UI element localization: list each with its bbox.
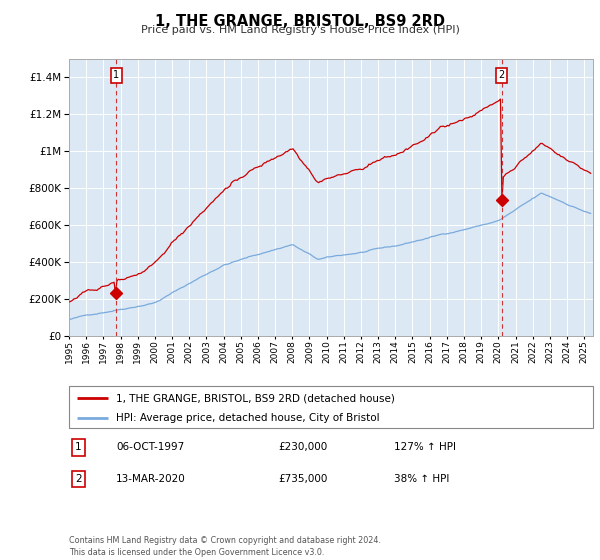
Text: 2: 2	[75, 474, 82, 484]
Text: 1, THE GRANGE, BRISTOL, BS9 2RD (detached house): 1, THE GRANGE, BRISTOL, BS9 2RD (detache…	[116, 393, 395, 403]
Text: Contains HM Land Registry data © Crown copyright and database right 2024.
This d: Contains HM Land Registry data © Crown c…	[69, 536, 381, 557]
Text: £735,000: £735,000	[278, 474, 328, 484]
Text: 13-MAR-2020: 13-MAR-2020	[116, 474, 186, 484]
FancyBboxPatch shape	[69, 386, 593, 428]
Text: Price paid vs. HM Land Registry's House Price Index (HPI): Price paid vs. HM Land Registry's House …	[140, 25, 460, 35]
Text: 1, THE GRANGE, BRISTOL, BS9 2RD: 1, THE GRANGE, BRISTOL, BS9 2RD	[155, 14, 445, 29]
Text: £230,000: £230,000	[278, 442, 328, 452]
Text: 38% ↑ HPI: 38% ↑ HPI	[394, 474, 449, 484]
Text: 1: 1	[113, 71, 119, 81]
Text: 06-OCT-1997: 06-OCT-1997	[116, 442, 184, 452]
Text: 127% ↑ HPI: 127% ↑ HPI	[394, 442, 456, 452]
Text: 1: 1	[75, 442, 82, 452]
Text: HPI: Average price, detached house, City of Bristol: HPI: Average price, detached house, City…	[116, 413, 380, 423]
Text: 2: 2	[499, 71, 505, 81]
